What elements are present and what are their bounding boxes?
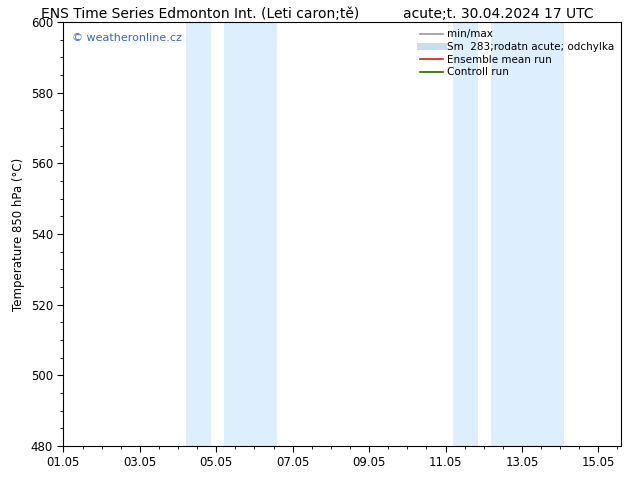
Bar bbox=[491, 22, 564, 446]
Bar bbox=[224, 22, 278, 446]
Text: ENS Time Series Edmonton Int. (Leti caron;tě)          acute;t. 30.04.2024 17 UT: ENS Time Series Edmonton Int. (Leti caro… bbox=[41, 7, 593, 22]
Text: © weatheronline.cz: © weatheronline.cz bbox=[72, 33, 182, 43]
Legend: min/max, Sm  283;rodatn acute; odchylka, Ensemble mean run, Controll run: min/max, Sm 283;rodatn acute; odchylka, … bbox=[415, 25, 618, 81]
Y-axis label: Temperature 850 hPa (°C): Temperature 850 hPa (°C) bbox=[12, 157, 25, 311]
Bar bbox=[186, 22, 210, 446]
Bar bbox=[453, 22, 478, 446]
